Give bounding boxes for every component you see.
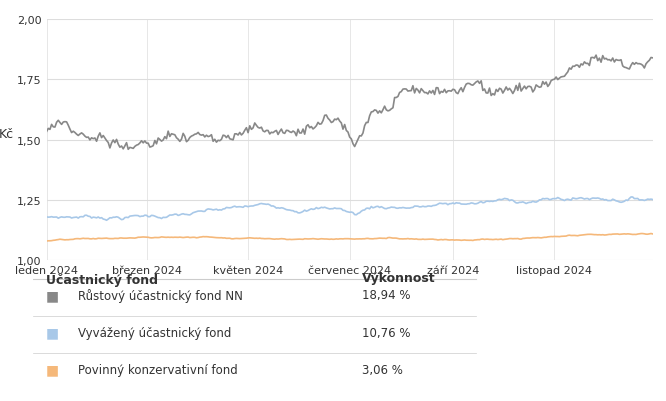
Text: Povinný konzervativní fond: Povinný konzervativní fond: [78, 363, 237, 376]
Y-axis label: Kč: Kč: [0, 128, 13, 140]
Text: 18,94 %: 18,94 %: [362, 289, 411, 302]
Text: Účastnický fond: Účastnický fond: [46, 271, 158, 286]
Text: 3,06 %: 3,06 %: [362, 363, 403, 376]
Text: Vyvážený účastnický fond: Vyvážený účastnický fond: [78, 326, 231, 339]
Text: Výkonnost: Výkonnost: [362, 271, 436, 284]
Text: 10,76 %: 10,76 %: [362, 326, 411, 339]
Text: ■: ■: [46, 288, 59, 302]
Text: ■: ■: [46, 325, 59, 339]
Text: Růstový účastnický fond NN: Růstový účastnický fond NN: [78, 288, 242, 302]
Text: ■: ■: [46, 362, 59, 376]
